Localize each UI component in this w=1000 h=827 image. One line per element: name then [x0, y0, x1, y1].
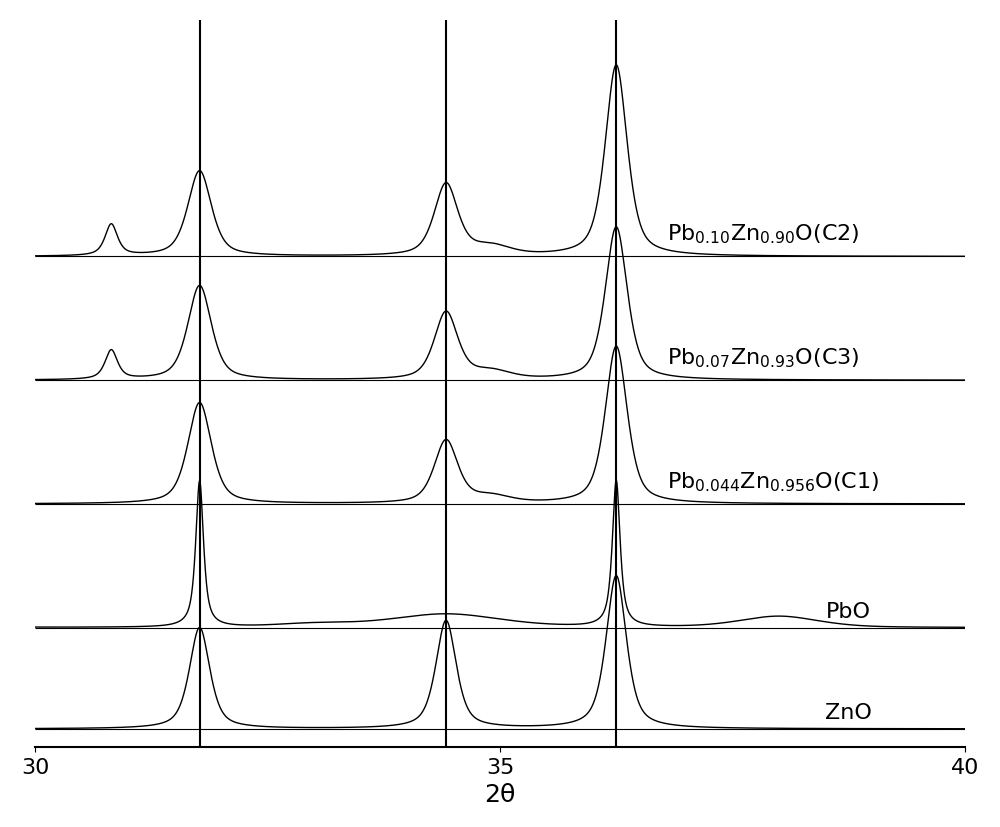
Text: Pb$_{0.10}$Zn$_{0.90}$O(C2): Pb$_{0.10}$Zn$_{0.90}$O(C2): [667, 222, 860, 246]
Text: Pb$_{0.044}$Zn$_{0.956}$O(C1): Pb$_{0.044}$Zn$_{0.956}$O(C1): [667, 470, 880, 493]
Text: Pb$_{0.07}$Zn$_{0.93}$O(C3): Pb$_{0.07}$Zn$_{0.93}$O(C3): [667, 346, 860, 370]
Text: PbO: PbO: [825, 601, 870, 621]
Text: ZnO: ZnO: [825, 702, 872, 722]
X-axis label: 2θ: 2θ: [484, 782, 516, 806]
